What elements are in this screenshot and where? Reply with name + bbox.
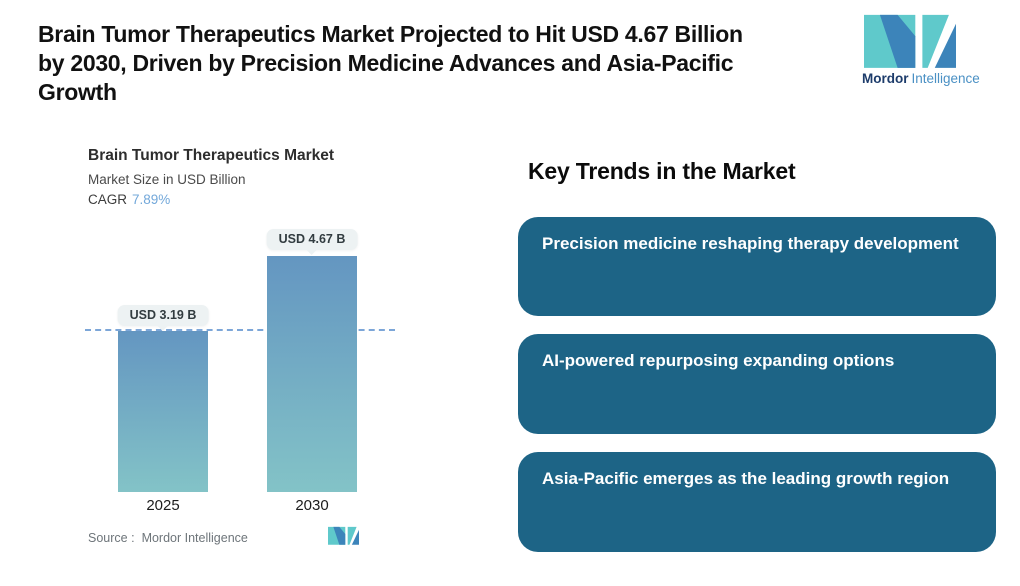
chart-source: Source : Mordor Intelligence bbox=[88, 531, 248, 545]
threshold-dashed-line bbox=[85, 329, 395, 331]
trend-card-precision-medicine: Precision medicine reshaping therapy dev… bbox=[518, 217, 996, 316]
mordor-mini-logo-icon bbox=[328, 526, 359, 545]
chart-subtitle: Market Size in USD Billion bbox=[88, 172, 246, 187]
bar-value-label-2030: USD 4.67 B bbox=[266, 229, 358, 250]
cagr-label: CAGR bbox=[88, 192, 128, 207]
brand-wordmark: Mordor Intelligence bbox=[862, 71, 982, 86]
chart-cagr: CAGR 7.89% bbox=[88, 192, 170, 207]
x-axis-label-2025: 2025 bbox=[146, 497, 180, 514]
brand-logo: Mordor Intelligence bbox=[862, 13, 982, 86]
bar-2025 bbox=[118, 331, 208, 492]
brand-name-light: Intelligence bbox=[911, 71, 980, 86]
bar-value-label-2025: USD 3.19 B bbox=[117, 305, 209, 326]
trends-heading: Key Trends in the Market bbox=[528, 158, 796, 184]
source-value: Mordor Intelligence bbox=[141, 531, 248, 545]
trend-card-ai-repurposing: AI-powered repurposing expanding options bbox=[518, 334, 996, 434]
page-title-line-1: Brain Tumor Therapeutics Market Projecte… bbox=[38, 21, 743, 47]
trend-card-asia-pacific: Asia-Pacific emerges as the leading grow… bbox=[518, 452, 996, 552]
page-title-line-2: by 2030, Driven by Precision Medicine Ad… bbox=[38, 50, 734, 76]
mordor-logo-icon bbox=[864, 14, 956, 68]
page-title: Brain Tumor Therapeutics Market Projecte… bbox=[38, 20, 743, 107]
trend-card-text: Asia-Pacific emerges as the leading grow… bbox=[542, 469, 950, 488]
trend-card-text: AI-powered repurposing expanding options bbox=[542, 351, 895, 370]
chart-title: Brain Tumor Therapeutics Market bbox=[88, 147, 335, 164]
trend-card-text: Precision medicine reshaping therapy dev… bbox=[542, 234, 959, 253]
page-title-line-3: Growth bbox=[38, 79, 117, 105]
cagr-value: 7.89% bbox=[132, 192, 171, 207]
brand-name-bold: Mordor bbox=[862, 71, 909, 86]
bar-2030 bbox=[267, 256, 357, 492]
source-label: Source : bbox=[88, 531, 135, 545]
x-axis-label-2030: 2030 bbox=[295, 497, 329, 514]
